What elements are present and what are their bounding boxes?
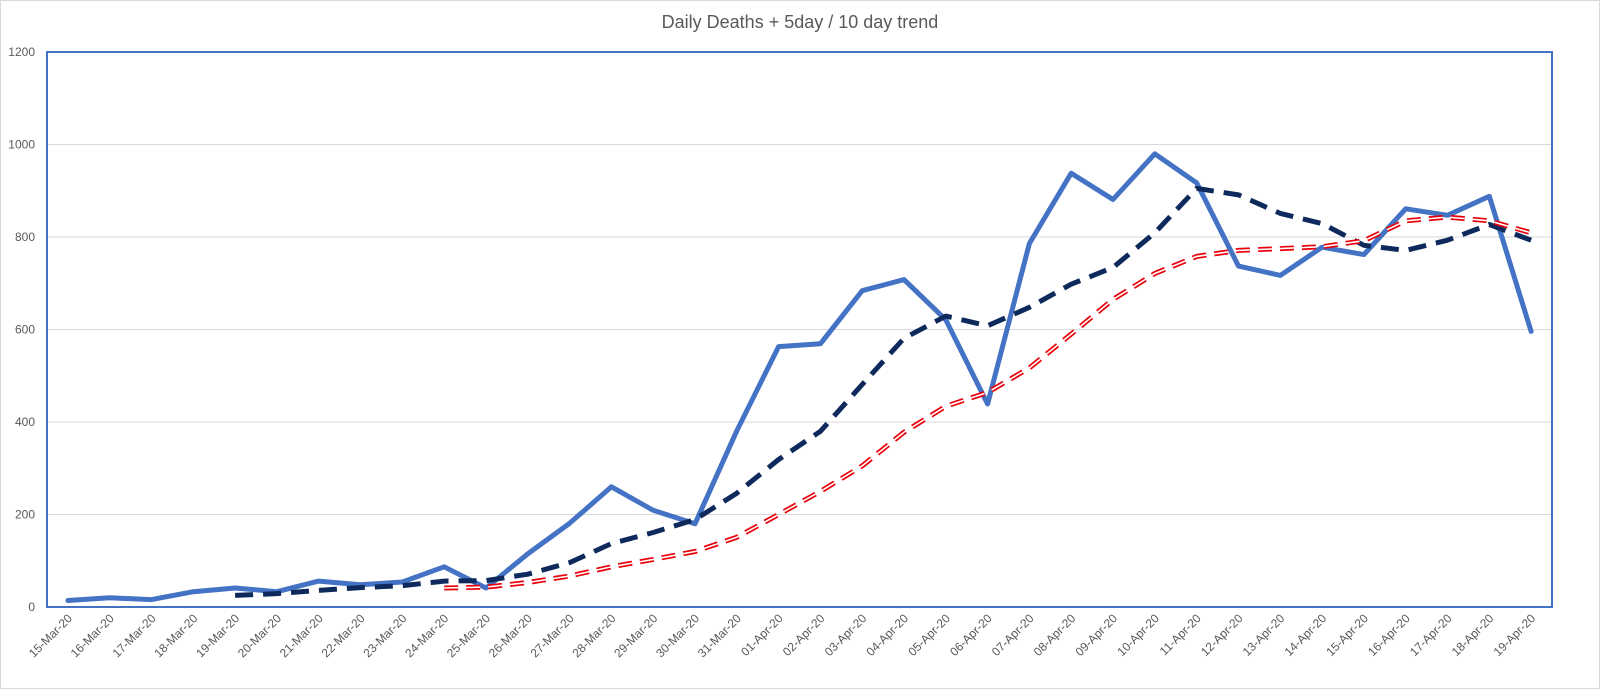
series-line-solid bbox=[65, 151, 1534, 603]
x-tick-label: 19-Mar-20 bbox=[193, 611, 242, 660]
gridlines bbox=[47, 51, 1552, 608]
y-axis-tick-labels: 0 200 400 600 800 1000 1200 bbox=[8, 45, 35, 614]
x-tick-label: 12-Apr-20 bbox=[1198, 611, 1246, 659]
x-tick-label: 23-Mar-20 bbox=[360, 611, 409, 660]
x-tick-label: 17-Mar-20 bbox=[110, 611, 159, 660]
y-tick-label: 800 bbox=[15, 230, 35, 244]
x-tick-label: 22-Mar-20 bbox=[319, 611, 368, 660]
x-tick-label: 04-Apr-20 bbox=[863, 611, 911, 659]
x-tick-label: 31-Mar-20 bbox=[695, 611, 744, 660]
series-lines bbox=[65, 151, 1534, 603]
x-tick-label: 21-Mar-20 bbox=[277, 611, 326, 660]
x-tick-label: 07-Apr-20 bbox=[989, 611, 1037, 659]
x-tick-label: 08-Apr-20 bbox=[1031, 611, 1079, 659]
x-tick-label: 28-Mar-20 bbox=[569, 611, 618, 660]
x-tick-label: 27-Mar-20 bbox=[528, 611, 577, 660]
series-line-double-inner bbox=[444, 216, 1532, 589]
y-tick-label: 400 bbox=[15, 415, 35, 429]
x-tick-label: 03-Apr-20 bbox=[822, 611, 870, 659]
x-tick-label: 26-Mar-20 bbox=[486, 611, 535, 660]
series-line-dashed bbox=[234, 185, 1532, 598]
y-tick-label: 0 bbox=[28, 600, 35, 614]
y-tick-label: 1200 bbox=[8, 45, 35, 59]
x-tick-label: 09-Apr-20 bbox=[1073, 611, 1121, 659]
x-tick-label: 29-Mar-20 bbox=[611, 611, 660, 660]
x-tick-label: 14-Apr-20 bbox=[1282, 611, 1330, 659]
y-tick-label: 600 bbox=[15, 323, 35, 337]
x-tick-label: 20-Mar-20 bbox=[235, 611, 284, 660]
x-tick-label: 15-Apr-20 bbox=[1323, 611, 1371, 659]
x-tick-label: 30-Mar-20 bbox=[653, 611, 702, 660]
x-tick-label: 15-Mar-20 bbox=[26, 611, 75, 660]
x-tick-label: 16-Apr-20 bbox=[1365, 611, 1413, 659]
x-tick-label: 18-Mar-20 bbox=[151, 611, 200, 660]
x-tick-label: 19-Apr-20 bbox=[1491, 611, 1539, 659]
x-tick-label: 25-Mar-20 bbox=[444, 611, 493, 660]
x-tick-label: 11-Apr-20 bbox=[1157, 611, 1204, 658]
x-axis-tick-labels: 15-Mar-2016-Mar-2017-Mar-2018-Mar-2019-M… bbox=[26, 611, 1538, 660]
x-tick-label: 10-Apr-20 bbox=[1114, 611, 1162, 659]
chart-title: Daily Deaths + 5day / 10 day trend bbox=[661, 12, 939, 32]
x-tick-label: 13-Apr-20 bbox=[1240, 611, 1288, 659]
x-tick-label: 18-Apr-20 bbox=[1449, 611, 1497, 659]
x-tick-label: 17-Apr-20 bbox=[1407, 611, 1455, 659]
y-tick-label: 200 bbox=[15, 508, 35, 522]
plot-area-border bbox=[46, 51, 1553, 608]
x-tick-label: 16-Mar-20 bbox=[68, 611, 117, 660]
x-tick-label: 02-Apr-20 bbox=[780, 611, 828, 659]
x-tick-label: 06-Apr-20 bbox=[947, 611, 995, 659]
y-tick-label: 1000 bbox=[8, 138, 35, 152]
x-tick-label: 01-Apr-20 bbox=[738, 611, 786, 659]
x-tick-label: 24-Mar-20 bbox=[402, 611, 451, 660]
x-tick-label: 05-Apr-20 bbox=[905, 611, 953, 659]
